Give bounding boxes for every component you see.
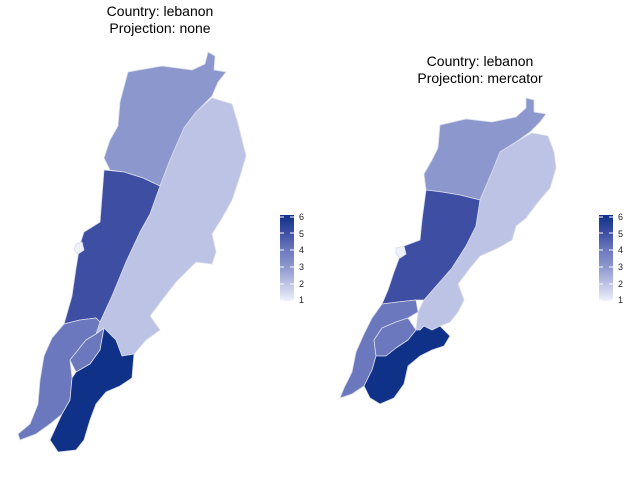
region-beirut bbox=[73, 241, 85, 255]
title-country: Country: lebanon bbox=[106, 3, 214, 19]
legend-tick: 6 bbox=[299, 212, 304, 222]
legend-tick: 1 bbox=[618, 295, 623, 305]
legend-tick: 3 bbox=[299, 262, 304, 272]
legend-tick: 2 bbox=[299, 279, 304, 289]
region-nabatieh bbox=[363, 325, 451, 405]
legend-tick: 6 bbox=[618, 212, 623, 222]
region-nabatieh bbox=[49, 327, 135, 453]
legend-none: 6 5 4 3 2 1 bbox=[280, 212, 304, 305]
legend-colorbar bbox=[280, 215, 294, 301]
region-beirut bbox=[395, 245, 407, 259]
legend-colorbar bbox=[599, 215, 613, 301]
legend-tick: 5 bbox=[299, 229, 304, 239]
title-country: Country: lebanon bbox=[426, 53, 534, 69]
map-panel-mercator: Country: lebanon Projection: mercator bbox=[320, 0, 640, 480]
legend-tick: 1 bbox=[299, 295, 304, 305]
map-panel-none: Country: lebanon Projection: none bbox=[0, 3, 320, 453]
map-svg-none: 6 5 4 3 2 1 bbox=[17, 51, 304, 453]
legend-mercator: 6 5 4 3 2 1 bbox=[599, 212, 623, 305]
region-north bbox=[423, 97, 547, 201]
panel-title: Country: lebanon Projection: mercator bbox=[320, 53, 640, 87]
legend-tick: 4 bbox=[618, 245, 623, 255]
panel-title: Country: lebanon Projection: none bbox=[0, 3, 320, 37]
legend-tick: 3 bbox=[618, 262, 623, 272]
legend-tick: 4 bbox=[299, 245, 304, 255]
title-projection: Projection: none bbox=[109, 20, 211, 36]
map-svg-mercator: 6 5 4 3 2 1 bbox=[339, 97, 623, 405]
region-mount-lebanon bbox=[381, 189, 481, 305]
legend-tick: 5 bbox=[618, 229, 623, 239]
legend-tick: 2 bbox=[618, 279, 623, 289]
title-projection: Projection: mercator bbox=[417, 70, 543, 86]
